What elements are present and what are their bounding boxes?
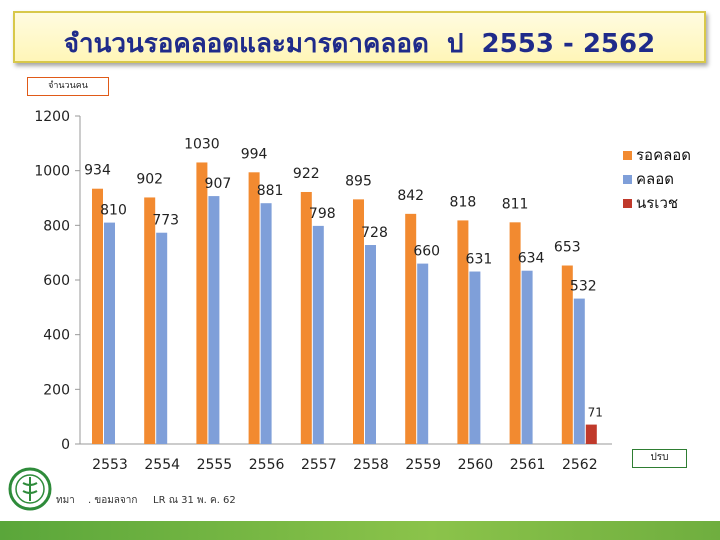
bar-waiting <box>196 162 208 444</box>
y-tick-label: 1200 <box>34 109 70 125</box>
y-tick-label: 400 <box>43 328 70 344</box>
bar-waiting <box>92 188 103 444</box>
data-label: 818 <box>450 194 477 210</box>
y-tick-label: 0 <box>61 437 70 453</box>
data-label: 907 <box>205 176 232 192</box>
x-tick-label: 2555 <box>197 457 233 473</box>
data-label: 532 <box>570 279 597 295</box>
bar-waiting <box>457 220 469 444</box>
bar-delivered <box>156 232 168 444</box>
bar-delivered <box>365 245 376 444</box>
chart-data-labels: 934 902 1030 994 922 895 842 818 811 653 810 773 907… <box>84 136 603 419</box>
legend-swatch-pregnancy-illness <box>623 198 632 208</box>
legend-item-waiting: รอคลอด <box>623 143 715 167</box>
legend-label-waiting: รอคลอด <box>636 146 692 164</box>
footer-bar <box>0 521 720 540</box>
legend-swatch-delivered <box>623 174 632 184</box>
x-tick-label: 2558 <box>353 457 389 473</box>
bar-delivered <box>208 196 220 444</box>
bar-waiting <box>561 265 573 444</box>
legend-swatch-waiting <box>623 150 632 160</box>
legend-item-pregnancy-illness: นรเวช <box>623 191 715 215</box>
footer-source-c: LR ณ 31 พ. ค. 62 <box>153 495 236 506</box>
bar-delivered <box>312 225 324 444</box>
data-label: 660 <box>413 244 440 260</box>
data-label: 902 <box>136 171 163 187</box>
footer-source-a: ทมา <box>56 495 75 506</box>
bar-delivered <box>573 298 585 444</box>
data-label: 842 <box>397 188 424 204</box>
data-label: 773 <box>152 213 179 229</box>
bar-waiting <box>353 199 364 444</box>
chart-legend: รอคลอด คลอด นรเวช <box>623 143 715 215</box>
x-tick-label: 2559 <box>405 457 441 473</box>
y-tick-label: 800 <box>43 218 70 234</box>
bar-waiting <box>300 191 312 444</box>
y-tick-label: 200 <box>43 382 70 398</box>
footer-source-b: . ขอมลจาก <box>88 495 138 506</box>
bar-waiting <box>405 213 417 444</box>
data-label: 895 <box>345 173 372 189</box>
bar-delivered <box>417 263 429 444</box>
data-label: 1030 <box>184 136 220 152</box>
unit-label: จำนวนคน <box>27 77 109 96</box>
data-label: 71 <box>588 406 603 420</box>
y-tick-label: 1000 <box>34 164 70 180</box>
bar-waiting <box>248 172 260 444</box>
bar-waiting <box>144 197 156 444</box>
bar-delivered <box>260 203 272 444</box>
x-tick-label: 2554 <box>144 457 180 473</box>
bar-pregnancy-illness <box>585 424 597 444</box>
page-title: จำนวนรอคลอดและมารดาคลอด ป 2553 - 2562 <box>63 29 656 59</box>
bar-delivered <box>469 271 481 444</box>
data-label: 728 <box>361 225 388 241</box>
legend-label-pregnancy-illness: นรเวช <box>636 194 679 212</box>
data-label: 994 <box>241 146 268 162</box>
bar-delivered <box>104 222 115 444</box>
data-label: 653 <box>554 240 581 256</box>
bar-waiting <box>509 222 521 444</box>
title-banner: จำนวนรอคลอดและมารดาคลอด ป 2553 - 2562 <box>13 11 706 63</box>
data-label: 811 <box>502 196 529 212</box>
data-label: 922 <box>293 166 320 182</box>
bar-delivered <box>521 270 533 444</box>
x-tick-label: 2562 <box>562 457 598 473</box>
data-label: 631 <box>466 252 493 268</box>
x-tick-label: 2556 <box>249 457 285 473</box>
x-tick-label: 2560 <box>458 457 494 473</box>
chart-axes: 0 200 400 600 800 1000 1200 2553 2554 2555 2556 255… <box>34 109 612 473</box>
x-tick-label: 2557 <box>301 457 337 473</box>
y-tick-label: 600 <box>43 273 70 289</box>
x-tick-label: 2561 <box>510 457 546 473</box>
chart-bars <box>92 162 597 444</box>
legend-item-delivered: คลอด <box>623 167 715 191</box>
note-label: ปรบ <box>632 449 687 468</box>
data-label: 881 <box>257 183 284 199</box>
data-label: 934 <box>84 163 111 179</box>
data-label: 634 <box>518 251 545 267</box>
data-label: 810 <box>100 203 127 219</box>
x-tick-label: 2553 <box>92 457 128 473</box>
legend-label-delivered: คลอด <box>636 170 674 188</box>
ministry-logo-icon <box>8 467 52 511</box>
data-label: 798 <box>309 206 336 222</box>
